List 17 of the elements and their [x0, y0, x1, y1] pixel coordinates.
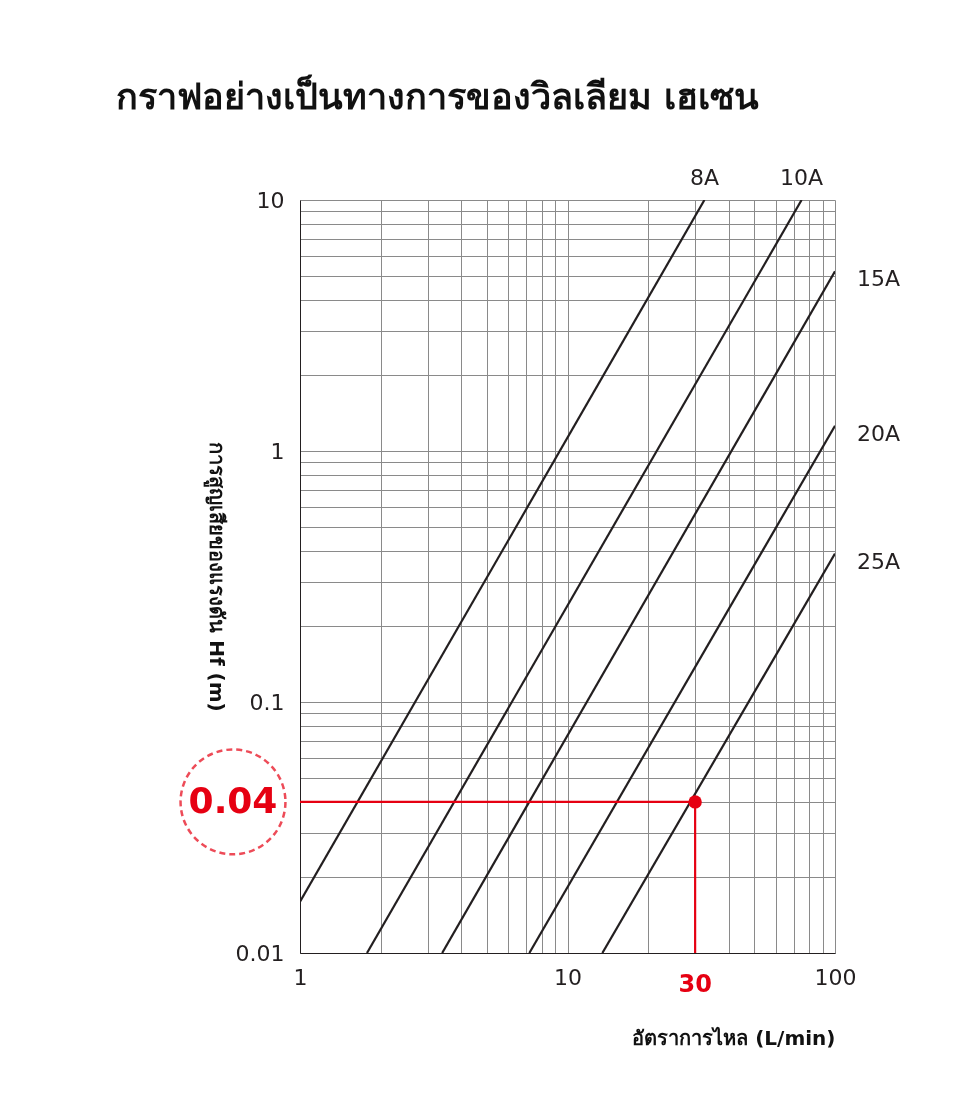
y-tick-label: 10 [256, 187, 285, 213]
y-axis-title: การสูญเสียของแรงดัน Hf (m) [202, 442, 229, 712]
x-axis-title: อัตราการไหล (L/min) [632, 1025, 836, 1050]
series-label: 10A [780, 165, 824, 190]
y-tick-label: 0.1 [249, 689, 285, 715]
series-label: 15A [857, 266, 901, 292]
ref-line-label: 0.04 [188, 779, 278, 821]
series-label: 25A [857, 548, 901, 574]
series-label: 8A [689, 165, 719, 190]
x-tick-label: 1 [293, 964, 308, 990]
series-label: 20A [857, 420, 901, 446]
y-tick-label: 1 [270, 438, 285, 464]
x-tick-label: 10 [554, 964, 582, 990]
x-tick-label: 100 [814, 964, 857, 990]
chart-title: กราฟอย่างเป็นทางการของวิลเลียม เฮเซน [115, 74, 760, 117]
ref-line-label: 30 [678, 970, 712, 998]
y-tick-label: 0.01 [235, 940, 285, 966]
